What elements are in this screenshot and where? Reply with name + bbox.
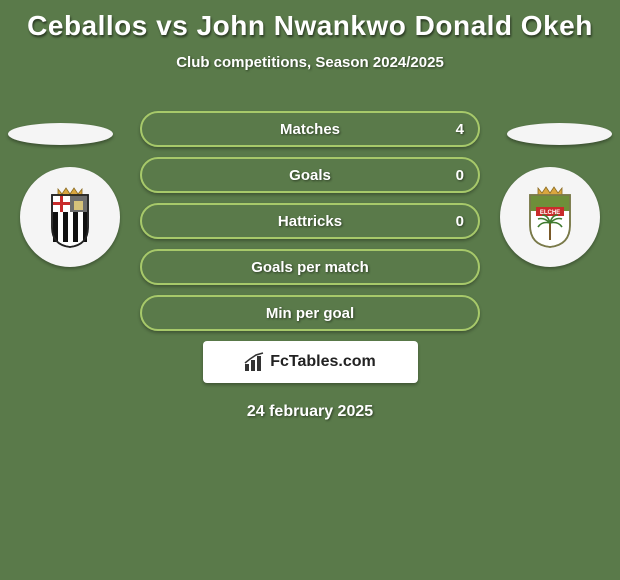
date-label: 24 february 2025 — [0, 403, 620, 421]
comparison-content: ELCHE Matches 4 Goals 0 Hattricks 0 Goal… — [0, 111, 620, 421]
page-title: Ceballos vs John Nwankwo Donald Okeh — [0, 0, 620, 42]
cartagena-crest-icon — [38, 185, 102, 249]
stat-row: Hattricks 0 — [140, 203, 480, 239]
right-club-badge: ELCHE — [500, 167, 600, 267]
brand-box: FcTables.com — [203, 341, 418, 383]
bar-chart-icon — [244, 352, 266, 372]
elche-crest-icon: ELCHE — [518, 185, 582, 249]
stat-row: Matches 4 — [140, 111, 480, 147]
brand-text: FcTables.com — [270, 353, 376, 371]
stat-right-value: 4 — [456, 121, 464, 138]
left-club-badge — [20, 167, 120, 267]
stat-row: Goals per match — [140, 249, 480, 285]
stat-right-value: 0 — [456, 213, 464, 230]
subtitle: Club competitions, Season 2024/2025 — [0, 54, 620, 71]
stats-list: Matches 4 Goals 0 Hattricks 0 Goals per … — [140, 111, 480, 331]
left-player-photo-placeholder — [8, 123, 113, 145]
stat-row: Min per goal — [140, 295, 480, 331]
stat-right-value: 0 — [456, 167, 464, 184]
stat-label: Min per goal — [266, 305, 354, 322]
stat-label: Goals per match — [251, 259, 369, 276]
stat-label: Matches — [280, 121, 340, 138]
stat-label: Goals — [289, 167, 331, 184]
right-player-photo-placeholder — [507, 123, 612, 145]
stat-label: Hattricks — [278, 213, 342, 230]
stat-row: Goals 0 — [140, 157, 480, 193]
